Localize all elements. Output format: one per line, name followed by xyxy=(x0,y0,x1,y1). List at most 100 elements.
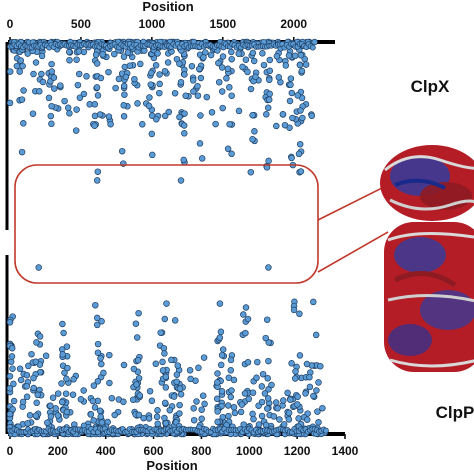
data-point xyxy=(94,340,102,348)
data-point xyxy=(273,53,281,60)
data-point xyxy=(16,365,24,373)
data-point xyxy=(121,91,128,98)
data-point xyxy=(208,109,216,116)
data-point xyxy=(76,94,84,101)
data-point xyxy=(166,406,174,414)
data-point xyxy=(176,113,183,121)
data-point xyxy=(253,374,260,382)
data-point xyxy=(285,409,293,417)
data-point xyxy=(152,62,160,69)
data-point xyxy=(190,405,197,412)
data-point xyxy=(244,359,252,366)
data-point xyxy=(134,100,141,107)
data-point xyxy=(238,401,246,408)
data-point xyxy=(18,96,26,103)
data-point xyxy=(181,130,188,137)
isolated-data-point xyxy=(264,104,272,112)
data-point xyxy=(171,317,179,324)
data-point xyxy=(314,408,321,415)
data-point xyxy=(297,107,304,114)
data-point xyxy=(173,378,180,386)
data-point xyxy=(6,319,14,326)
clpp-label: ClpP xyxy=(436,403,474,422)
data-point xyxy=(287,81,294,89)
data-point xyxy=(32,59,40,66)
data-point xyxy=(219,346,227,353)
data-point xyxy=(291,52,299,60)
data-point xyxy=(106,379,113,387)
data-point xyxy=(200,54,207,61)
data-point xyxy=(77,396,85,403)
data-point xyxy=(214,370,221,377)
data-point xyxy=(262,334,269,342)
data-point xyxy=(91,404,99,411)
protein-ribbon-structure-icon xyxy=(380,145,474,372)
data-point xyxy=(152,360,160,368)
data-point xyxy=(39,78,47,86)
data-point xyxy=(33,399,40,407)
data-point xyxy=(9,365,16,372)
data-point xyxy=(64,364,71,372)
data-point xyxy=(30,70,37,78)
data-point xyxy=(20,87,27,94)
data-point xyxy=(296,61,304,69)
tick-label: 800 xyxy=(191,444,211,458)
data-point xyxy=(157,329,164,336)
data-point xyxy=(315,379,322,386)
data-point xyxy=(227,367,235,374)
data-point xyxy=(146,94,153,101)
data-point xyxy=(251,128,258,135)
data-point xyxy=(6,410,14,418)
data-point xyxy=(24,50,31,57)
data-point xyxy=(47,402,54,410)
data-point xyxy=(106,351,113,359)
data-point xyxy=(36,88,43,95)
data-point xyxy=(29,110,37,117)
data-point xyxy=(58,398,66,406)
data-point xyxy=(136,392,144,399)
data-point xyxy=(261,390,269,397)
data-point xyxy=(161,112,169,120)
data-point xyxy=(19,398,27,406)
data-point xyxy=(196,65,203,73)
data-point xyxy=(168,356,175,364)
data-point xyxy=(51,85,58,92)
data-point xyxy=(72,127,80,134)
data-point xyxy=(296,310,303,318)
data-point xyxy=(149,151,156,159)
data-point xyxy=(194,82,201,90)
data-point xyxy=(105,113,113,120)
data-point xyxy=(98,318,105,325)
data-point xyxy=(189,77,197,84)
data-point xyxy=(93,60,101,67)
data-point xyxy=(153,413,161,421)
data-point xyxy=(66,56,73,64)
data-point xyxy=(265,357,272,365)
data-point xyxy=(83,73,90,80)
data-point xyxy=(310,298,317,306)
data-point xyxy=(176,401,183,409)
data-point xyxy=(131,75,138,83)
data-point xyxy=(265,157,272,165)
data-point xyxy=(228,150,235,158)
data-point xyxy=(180,156,187,164)
data-point xyxy=(132,320,140,327)
data-point xyxy=(217,328,225,336)
data-point xyxy=(200,354,208,361)
data-point xyxy=(295,150,303,158)
data-point xyxy=(42,352,50,360)
data-point xyxy=(162,373,170,381)
data-point xyxy=(7,358,15,365)
data-point xyxy=(80,90,88,98)
data-point xyxy=(45,94,53,102)
data-point xyxy=(319,404,326,412)
data-point xyxy=(58,380,65,387)
data-point xyxy=(90,417,97,424)
data-point xyxy=(73,56,80,63)
data-point xyxy=(279,111,287,118)
data-point xyxy=(302,61,310,68)
data-point xyxy=(60,329,67,337)
data-point xyxy=(313,387,320,394)
data-point xyxy=(48,60,55,68)
